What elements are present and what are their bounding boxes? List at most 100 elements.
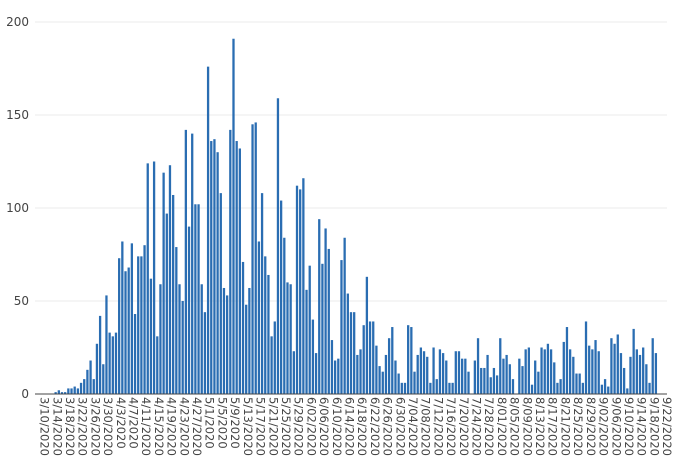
- bar[interactable]: [534, 360, 537, 394]
- bar[interactable]: [635, 349, 638, 394]
- bar[interactable]: [441, 353, 445, 394]
- bar[interactable]: [219, 193, 222, 394]
- bar[interactable]: [511, 379, 515, 394]
- bar[interactable]: [79, 382, 83, 394]
- bar[interactable]: [359, 349, 362, 394]
- bar[interactable]: [451, 382, 454, 394]
- bar[interactable]: [229, 129, 232, 394]
- bar[interactable]: [187, 226, 191, 394]
- bar[interactable]: [165, 213, 168, 394]
- bar[interactable]: [283, 237, 286, 394]
- bar[interactable]: [102, 364, 105, 394]
- bar[interactable]: [292, 351, 295, 394]
- bar[interactable]: [524, 349, 527, 394]
- bar[interactable]: [327, 248, 330, 394]
- bar[interactable]: [267, 274, 270, 394]
- bar[interactable]: [54, 392, 57, 394]
- bar[interactable]: [70, 388, 73, 394]
- bar[interactable]: [530, 384, 534, 394]
- bar[interactable]: [295, 185, 299, 394]
- bar[interactable]: [502, 358, 505, 394]
- bar[interactable]: [645, 364, 648, 394]
- bar[interactable]: [210, 141, 213, 394]
- bar[interactable]: [387, 338, 391, 394]
- bar[interactable]: [565, 327, 569, 394]
- bar[interactable]: [156, 336, 159, 394]
- bar[interactable]: [461, 358, 464, 394]
- bar[interactable]: [83, 379, 86, 394]
- bar[interactable]: [413, 371, 416, 394]
- bar[interactable]: [600, 384, 604, 394]
- bar[interactable]: [302, 178, 305, 394]
- bar[interactable]: [124, 271, 127, 394]
- bar[interactable]: [264, 256, 267, 394]
- bar[interactable]: [337, 358, 340, 394]
- bar[interactable]: [213, 139, 216, 394]
- bar[interactable]: [222, 287, 226, 394]
- bar[interactable]: [137, 256, 140, 394]
- bar[interactable]: [168, 165, 172, 394]
- bar[interactable]: [194, 204, 197, 394]
- bar[interactable]: [324, 228, 327, 394]
- bar[interactable]: [467, 371, 470, 394]
- bar[interactable]: [257, 241, 261, 394]
- bar[interactable]: [248, 287, 251, 394]
- bar[interactable]: [651, 338, 654, 394]
- bar[interactable]: [632, 328, 635, 394]
- bar[interactable]: [432, 347, 435, 395]
- bar[interactable]: [384, 354, 388, 394]
- bar[interactable]: [216, 152, 219, 394]
- bar[interactable]: [572, 356, 575, 394]
- bar[interactable]: [473, 360, 477, 394]
- bar[interactable]: [276, 98, 280, 394]
- bar[interactable]: [540, 347, 543, 395]
- bar[interactable]: [175, 247, 178, 394]
- bar[interactable]: [60, 392, 64, 394]
- bar[interactable]: [654, 353, 658, 394]
- bar[interactable]: [184, 129, 187, 394]
- bar[interactable]: [286, 282, 289, 394]
- bar[interactable]: [508, 364, 511, 394]
- bar[interactable]: [480, 367, 483, 394]
- bar[interactable]: [581, 382, 584, 394]
- bar[interactable]: [578, 373, 581, 394]
- bar[interactable]: [591, 349, 594, 394]
- bar[interactable]: [152, 161, 156, 395]
- bar[interactable]: [238, 148, 241, 394]
- bar[interactable]: [321, 263, 324, 394]
- bar[interactable]: [419, 347, 423, 395]
- bar[interactable]: [245, 304, 248, 394]
- bar[interactable]: [346, 293, 349, 394]
- bar[interactable]: [549, 349, 553, 394]
- bar[interactable]: [429, 382, 432, 394]
- bar[interactable]: [556, 382, 559, 394]
- bar[interactable]: [562, 341, 565, 394]
- bar[interactable]: [499, 338, 502, 394]
- bar[interactable]: [146, 163, 149, 394]
- bar[interactable]: [603, 379, 607, 394]
- bar[interactable]: [162, 172, 165, 394]
- bar[interactable]: [127, 267, 130, 394]
- bar[interactable]: [559, 379, 562, 394]
- bar[interactable]: [241, 261, 245, 394]
- bar[interactable]: [111, 336, 114, 394]
- bar[interactable]: [92, 379, 95, 394]
- bar[interactable]: [521, 366, 524, 394]
- bar[interactable]: [114, 332, 118, 394]
- bar[interactable]: [273, 321, 276, 394]
- bar[interactable]: [584, 321, 588, 394]
- bar[interactable]: [105, 295, 108, 394]
- bar[interactable]: [613, 343, 616, 394]
- bar[interactable]: [400, 382, 403, 394]
- bar[interactable]: [289, 284, 292, 394]
- bar[interactable]: [616, 334, 619, 394]
- bar[interactable]: [340, 260, 343, 394]
- bar[interactable]: [140, 256, 143, 394]
- bar[interactable]: [445, 360, 448, 394]
- bar[interactable]: [149, 278, 153, 394]
- bar[interactable]: [489, 377, 492, 394]
- bar[interactable]: [305, 289, 308, 394]
- bar[interactable]: [200, 284, 203, 394]
- bar[interactable]: [279, 200, 283, 394]
- bar[interactable]: [330, 340, 334, 394]
